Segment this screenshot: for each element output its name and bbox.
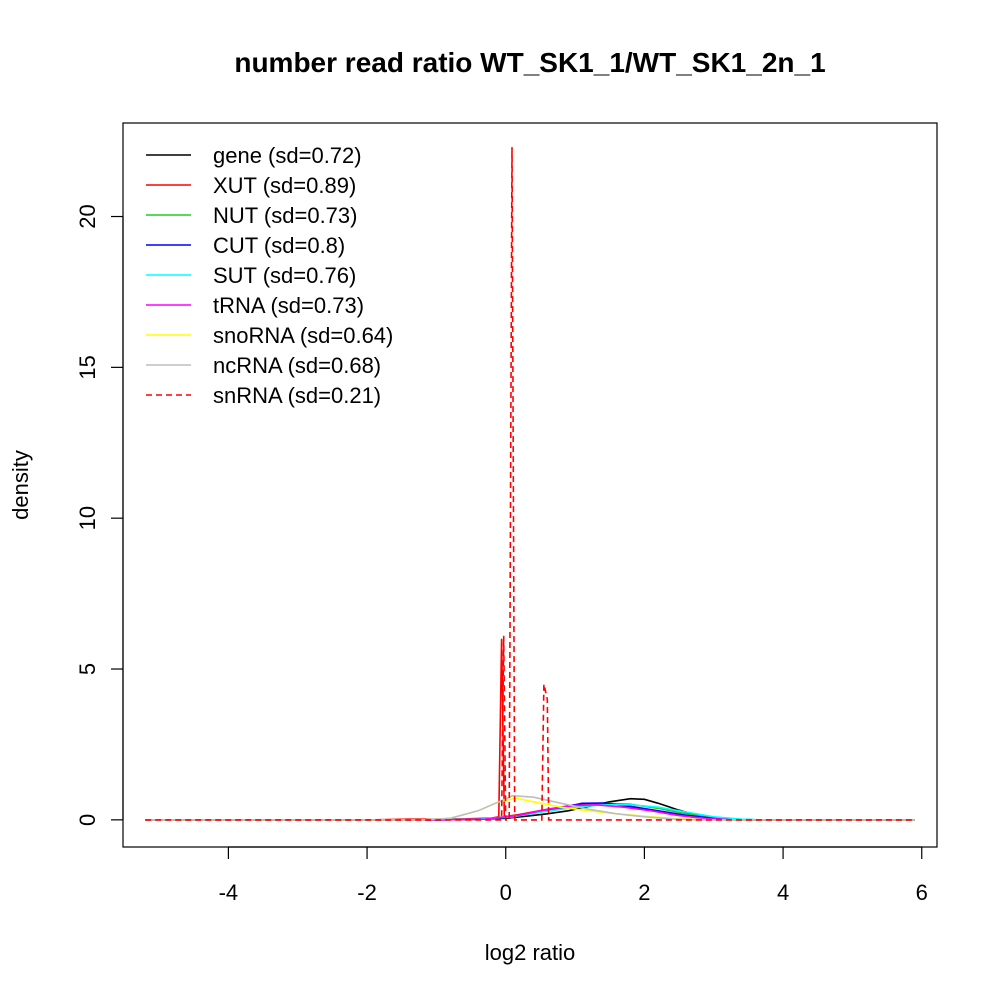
y-axis-label: density (8, 450, 33, 520)
legend-entry-label: CUT (sd=0.8) (213, 233, 345, 258)
series-line-7 (145, 794, 915, 821)
legend-entry-label: snoRNA (sd=0.64) (213, 323, 393, 348)
legend-entry-label: XUT (sd=0.89) (213, 173, 356, 198)
x-tick-label: 2 (638, 880, 650, 905)
legend-entry-label: NUT (sd=0.73) (213, 203, 357, 228)
x-tick-label: -4 (219, 880, 239, 905)
legend-entry-label: SUT (sd=0.76) (213, 263, 356, 288)
y-tick-label: 10 (75, 506, 100, 530)
legend-entry-label: snRNA (sd=0.21) (213, 383, 381, 408)
x-tick-label: 6 (916, 880, 928, 905)
y-tick-label: 0 (75, 814, 100, 826)
x-axis-label: log2 ratio (485, 940, 576, 965)
x-tick-label: 0 (500, 880, 512, 905)
series-layer (145, 147, 915, 821)
x-tick-label: 4 (777, 880, 789, 905)
plot-frame (122, 122, 938, 848)
legend-entry-label: ncRNA (sd=0.68) (213, 353, 381, 378)
x-tick-label: -2 (357, 880, 377, 905)
series-line-8 (145, 147, 915, 821)
chart-title: number read ratio WT_SK1_1/WT_SK1_2n_1 (234, 47, 825, 78)
y-tick-label: 15 (75, 355, 100, 379)
legend-entry-label: gene (sd=0.72) (213, 143, 362, 168)
legend: gene (sd=0.72) XUT (sd=0.89) NUT (sd=0.73)… (146, 143, 393, 408)
y-tick-label: 5 (75, 663, 100, 675)
y-tick-label: 20 (75, 204, 100, 228)
series-line-5 (145, 803, 915, 821)
legend-entry-label: tRNA (sd=0.73) (213, 293, 364, 318)
